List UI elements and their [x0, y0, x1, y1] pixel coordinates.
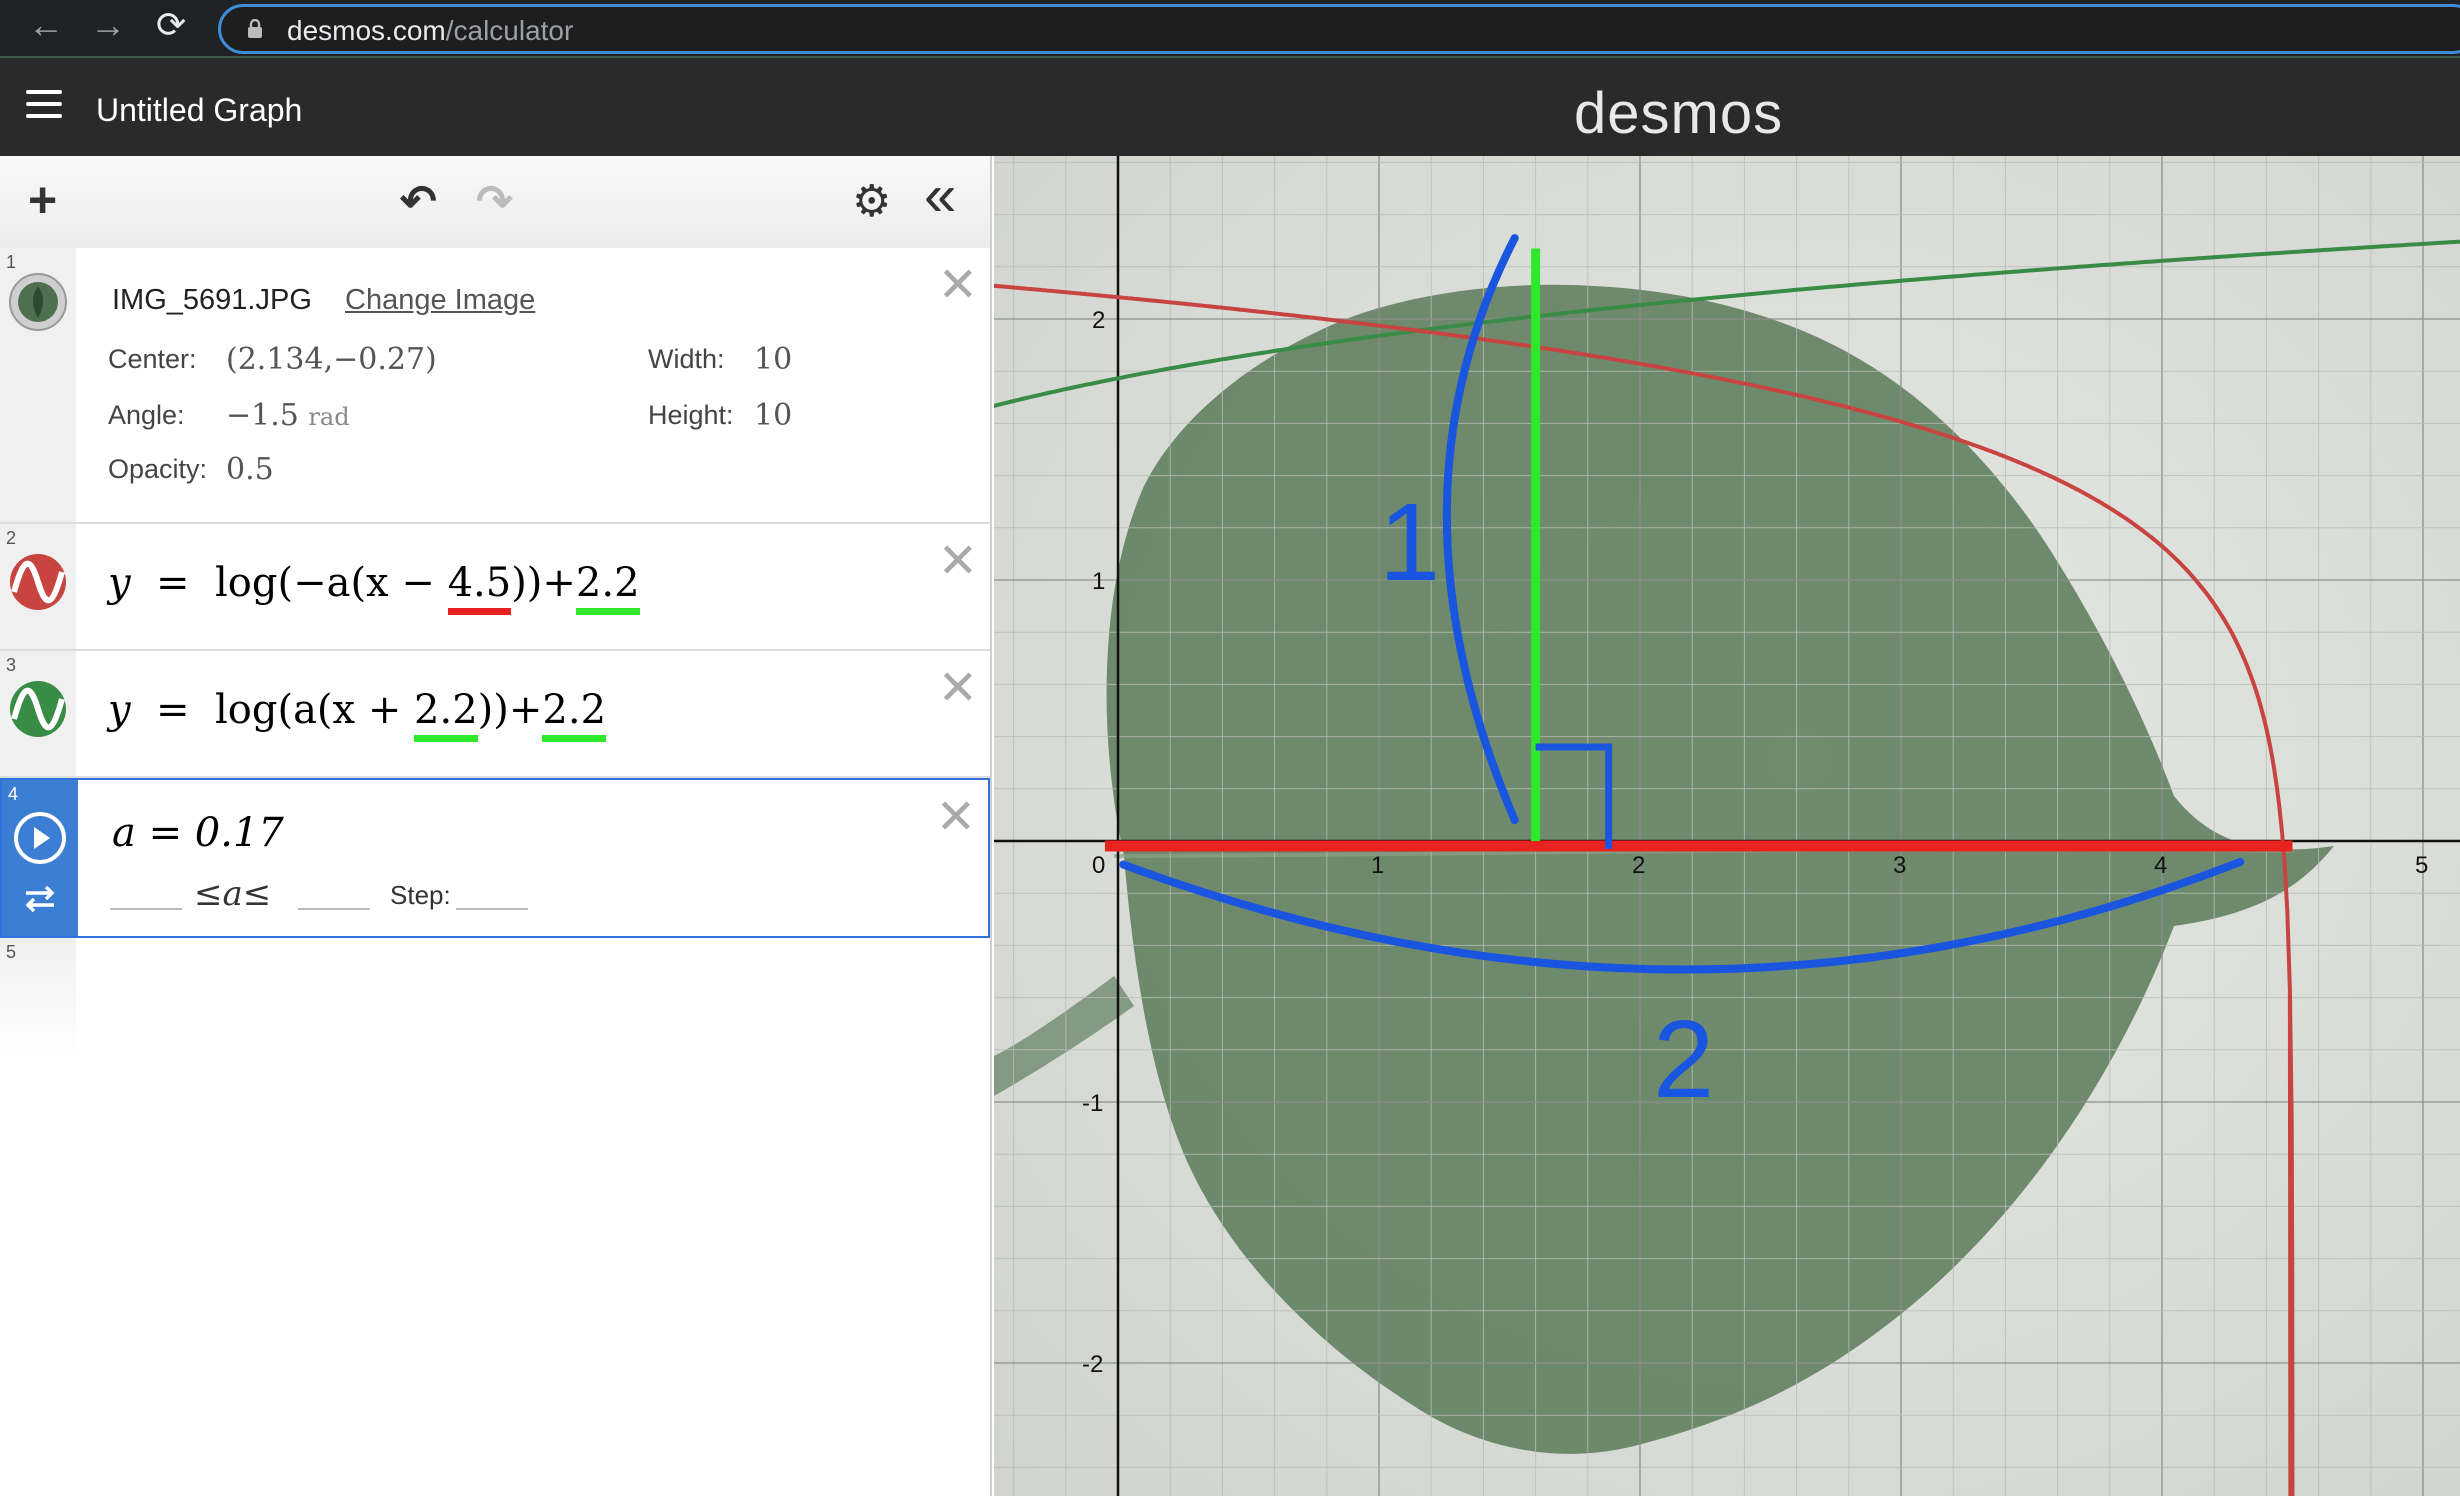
delete-row-icon[interactable]: ✕ [937, 662, 978, 715]
expression-row-red-log[interactable]: 2 y = log(−a(x − 4.5))+2.2 ✕ [0, 524, 990, 651]
leaf-stem-image [994, 976, 1134, 1096]
play-slider-icon[interactable] [12, 810, 68, 866]
undo-icon[interactable]: ↶ [400, 177, 437, 226]
image-filename: IMG_5691.JPG [112, 284, 312, 316]
row-gutter: 5 [0, 938, 76, 1058]
lock-icon [248, 19, 262, 38]
expression-input[interactable]: y = log(a(x + 2.2))+2.2 [108, 687, 607, 742]
x-tick-label: 1 [1371, 852, 1384, 879]
center-label: Center: [108, 344, 197, 374]
annotation-one: 1 [1379, 481, 1440, 604]
slider-expression[interactable]: a = 0.17 [112, 810, 284, 856]
height-label: Height: [648, 400, 734, 430]
center-value[interactable]: (2.134,−0.27) [226, 342, 437, 377]
app-header: Untitled Graph desmos [0, 56, 2460, 156]
width-value[interactable]: 10 [754, 342, 793, 377]
red-curve-color-icon[interactable] [8, 552, 68, 612]
collapse-panel-icon[interactable]: « [924, 163, 957, 228]
blue-arc-1 [1442, 234, 1519, 825]
add-item-icon[interactable]: + [28, 172, 58, 228]
row-number: 4 [8, 784, 19, 804]
width-label: Width: [648, 344, 725, 374]
opacity-value[interactable]: 0.5 [226, 452, 274, 487]
row-number: 3 [6, 655, 17, 675]
expression-input[interactable]: y = log(−a(x − 4.5))+2.2 [108, 560, 640, 615]
url-text: desmos.com/calculator [287, 15, 574, 46]
x-tick-label: 0 [1092, 852, 1105, 879]
slider-max-input[interactable] [298, 908, 370, 910]
y-tick-label: -2 [1082, 1351, 1103, 1378]
loop-mode-icon[interactable] [22, 884, 58, 914]
expression-panel: + ↶ ↷ ⚙ « 1 IMG_5691.JPG Change Image Ce… [0, 156, 992, 1496]
row-gutter: 2 [0, 524, 76, 649]
expression-row-image[interactable]: 1 IMG_5691.JPG Change Image Center: (2.1… [0, 248, 990, 524]
green-log-curve[interactable] [994, 239, 2460, 429]
red-log-curve[interactable] [994, 279, 2295, 1496]
right-angle-marker [1535, 743, 1613, 849]
slider-bounds: ≤a≤ [194, 874, 272, 914]
x-tick-label: 3 [1893, 852, 1906, 879]
settings-gear-icon[interactable]: ⚙ [852, 177, 892, 226]
delete-row-icon[interactable]: ✕ [935, 791, 976, 844]
highlight-shift-value: 2.2 [414, 687, 478, 742]
y-tick-label: 2 [1092, 307, 1105, 334]
graph-canvas[interactable]: 0 1 2 3 4 5 2 1 -1 -2 1 2 [994, 156, 2460, 1496]
row-gutter: 3 [0, 651, 76, 776]
row-number: 5 [6, 942, 17, 962]
angle-label: Angle: [108, 400, 185, 430]
expression-row-green-log[interactable]: 3 y = log(a(x + 2.2))+2.2 ✕ [0, 651, 990, 778]
row-gutter: 1 [0, 248, 76, 522]
slider-min-input[interactable] [110, 908, 182, 910]
green-curve-color-icon[interactable] [8, 679, 68, 739]
y-tick-label: -1 [1082, 1090, 1103, 1117]
x-tick-label: 4 [2154, 852, 2167, 879]
highlight-shift-value: 4.5 [447, 560, 512, 615]
graph-title[interactable]: Untitled Graph [96, 92, 303, 128]
reload-icon[interactable]: ⟳ [156, 4, 187, 45]
row-number: 1 [6, 252, 17, 272]
tick-labels: 0 1 2 3 4 5 2 1 -1 -2 [1082, 307, 2428, 1378]
height-value[interactable]: 10 [754, 398, 793, 433]
opacity-label: Opacity: [108, 454, 208, 484]
leaf-image [1106, 284, 2334, 1454]
annotation-two: 2 [1653, 998, 1714, 1121]
highlight-offset-value: 2.2 [542, 687, 607, 742]
expression-row-slider[interactable]: 4 a = 0.17 ≤a≤ Step: ✕ [0, 778, 990, 938]
delete-row-icon[interactable]: ✕ [937, 259, 978, 312]
row-number: 2 [6, 528, 17, 548]
hamburger-menu-icon[interactable] [26, 90, 62, 120]
row-gutter: 4 [2, 780, 78, 936]
forward-icon[interactable]: → [90, 4, 126, 45]
change-image-link[interactable]: Change Image [345, 284, 536, 316]
image-thumbnail-icon[interactable] [8, 272, 68, 332]
expression-toolbar: + ↶ ↷ ⚙ « [0, 156, 990, 249]
slider-step-input[interactable] [456, 908, 528, 910]
desmos-logo: desmos [1574, 81, 1784, 146]
address-bar[interactable]: desmos.com/calculator [218, 4, 2460, 54]
delete-row-icon[interactable]: ✕ [937, 535, 978, 588]
x-tick-label: 2 [1632, 852, 1645, 879]
x-tick-label: 5 [2415, 852, 2428, 879]
angle-value[interactable]: −1.5 rad [226, 398, 350, 433]
redo-icon[interactable]: ↷ [476, 177, 513, 226]
back-icon[interactable]: ← [28, 4, 64, 45]
graph-svg: 0 1 2 3 4 5 2 1 -1 -2 1 2 [994, 156, 2460, 1496]
y-tick-label: 1 [1092, 568, 1105, 595]
highlight-offset-value: 2.2 [575, 560, 640, 615]
grid-lines [994, 156, 2460, 1496]
expression-row-empty[interactable]: 5 [0, 938, 990, 1058]
step-label: Step: [390, 880, 451, 910]
blue-arc-2 [1119, 857, 2245, 974]
browser-toolbar: ← → ⟳ desmos.com/calculator [0, 0, 2460, 56]
